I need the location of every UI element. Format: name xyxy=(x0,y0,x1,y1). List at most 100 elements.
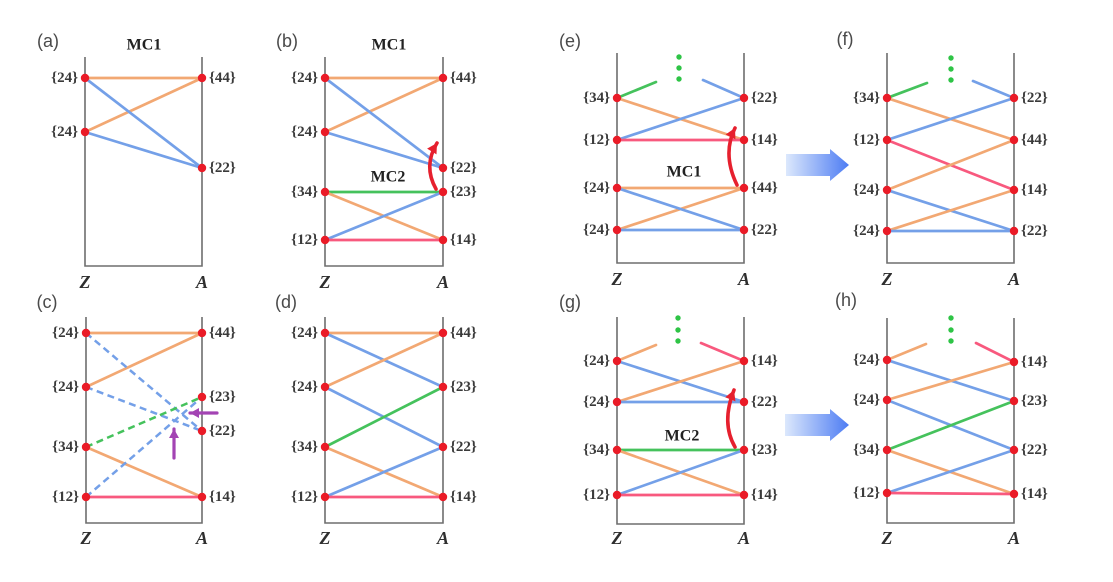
node-label: {44} xyxy=(751,180,778,196)
node-dot xyxy=(882,488,892,498)
swap-arrow-head xyxy=(725,390,736,402)
axis-label-z: Z xyxy=(611,528,623,548)
axis-label-a: A xyxy=(436,528,449,548)
node-dot xyxy=(81,492,91,502)
node-label: {24} xyxy=(291,325,318,341)
node-label: {23} xyxy=(450,184,477,200)
edge-blue xyxy=(84,130,203,170)
node-dot xyxy=(739,445,749,455)
ellipsis-dot xyxy=(676,65,682,71)
panel-g: {24} {24} {34} {12} {14} {22} {23} {14} Z A MC2 (g) xyxy=(559,292,778,548)
panel-tag: (d) xyxy=(275,292,297,312)
ellipsis-dot xyxy=(948,66,954,72)
node-dot xyxy=(739,356,749,366)
node-label: {22} xyxy=(209,160,236,176)
node-label: {34} xyxy=(52,439,79,455)
ellipsis-dot xyxy=(676,54,682,60)
axis-label-z: Z xyxy=(319,528,331,548)
axis-label-z: Z xyxy=(79,272,91,292)
node-dot xyxy=(612,225,622,235)
ellipsis-dot xyxy=(676,76,682,82)
ellipsis-dot xyxy=(675,327,681,333)
node-dot xyxy=(80,127,90,137)
edge-green xyxy=(85,395,203,449)
edge-blue xyxy=(324,130,444,170)
edge-stub-green xyxy=(615,80,658,100)
mc-title: MC2 xyxy=(371,169,406,186)
panel-frame xyxy=(324,317,444,524)
panel-f: {34} {12} {24} {24} {22} {44} {14} {22} Z A (f) xyxy=(837,29,1048,289)
node-label: {22} xyxy=(751,394,778,410)
node-dot xyxy=(1009,135,1019,145)
edge-blue xyxy=(85,396,203,498)
node-label: {14} xyxy=(1021,486,1048,502)
axis-label-a: A xyxy=(1007,528,1020,548)
node-label: {14} xyxy=(751,353,778,369)
node-label: {34} xyxy=(583,90,610,106)
edge-blue xyxy=(324,76,444,170)
node-dot xyxy=(438,382,448,392)
panel-frame xyxy=(84,57,203,267)
panel-tag: (h) xyxy=(835,290,857,310)
panel-e: {34} {12} {24} {24} {22} {14} {44} {22} Z A MC1 (e) xyxy=(559,31,778,289)
edge-orange xyxy=(886,360,1015,402)
node-dot xyxy=(438,328,448,338)
ellipsis-dot xyxy=(675,315,681,321)
node-dot xyxy=(1009,445,1019,455)
edge-orange xyxy=(886,138,1015,192)
node-dot xyxy=(320,328,330,338)
node-dot xyxy=(197,328,207,338)
node-dot xyxy=(882,185,892,195)
panel-frame xyxy=(85,317,203,524)
node-label: {14} xyxy=(1021,182,1048,198)
node-dot xyxy=(438,492,448,502)
ellipsis-dot xyxy=(948,315,954,321)
swap-arrow-head xyxy=(725,128,736,140)
ellipsis-dot xyxy=(675,338,681,344)
edge-orange xyxy=(324,76,444,134)
node-label: {24} xyxy=(51,124,78,140)
node-dot xyxy=(1009,396,1019,406)
panel-frame xyxy=(616,317,745,525)
edge-green xyxy=(886,399,1015,452)
node-label: {24} xyxy=(52,325,79,341)
edge-orange xyxy=(886,188,1015,233)
edge-stub-blue xyxy=(701,78,746,100)
node-dot xyxy=(438,442,448,452)
node-dot xyxy=(81,442,91,452)
node-label: {34} xyxy=(291,184,318,200)
node-label: {12} xyxy=(853,485,880,501)
node-dot xyxy=(612,445,622,455)
axis-label-z: Z xyxy=(611,269,623,289)
axis-label-a: A xyxy=(436,272,449,292)
node-dot xyxy=(612,183,622,193)
node-label: {23} xyxy=(209,389,236,405)
node-dot xyxy=(320,187,330,197)
node-dot xyxy=(1009,489,1019,499)
axis-label-a: A xyxy=(1007,269,1020,289)
node-label: {24} xyxy=(51,70,78,86)
edge-pink xyxy=(886,491,1015,496)
node-dot xyxy=(80,73,90,83)
panel-frame xyxy=(616,53,745,264)
node-dot xyxy=(882,355,892,365)
node-dot xyxy=(882,445,892,455)
node-label: {12} xyxy=(583,487,610,503)
panel-frame xyxy=(324,57,444,267)
node-dot xyxy=(197,73,207,83)
axis-label-z: Z xyxy=(319,272,331,292)
node-label: {22} xyxy=(1021,90,1048,106)
panel-frame xyxy=(886,53,1015,264)
axis-label-z: Z xyxy=(80,528,92,548)
panel-d: {24} {24} {34} {12} {44} {23} {22} {14} Z A (d) xyxy=(275,292,477,548)
node-label: {24} xyxy=(583,222,610,238)
node-label: {44} xyxy=(209,70,236,86)
node-label: {22} xyxy=(1021,442,1048,458)
node-label: {14} xyxy=(209,489,236,505)
mc-title: MC2 xyxy=(665,428,700,445)
node-dot xyxy=(320,442,330,452)
node-label: {34} xyxy=(853,442,880,458)
panel-tag: (f) xyxy=(837,29,854,49)
